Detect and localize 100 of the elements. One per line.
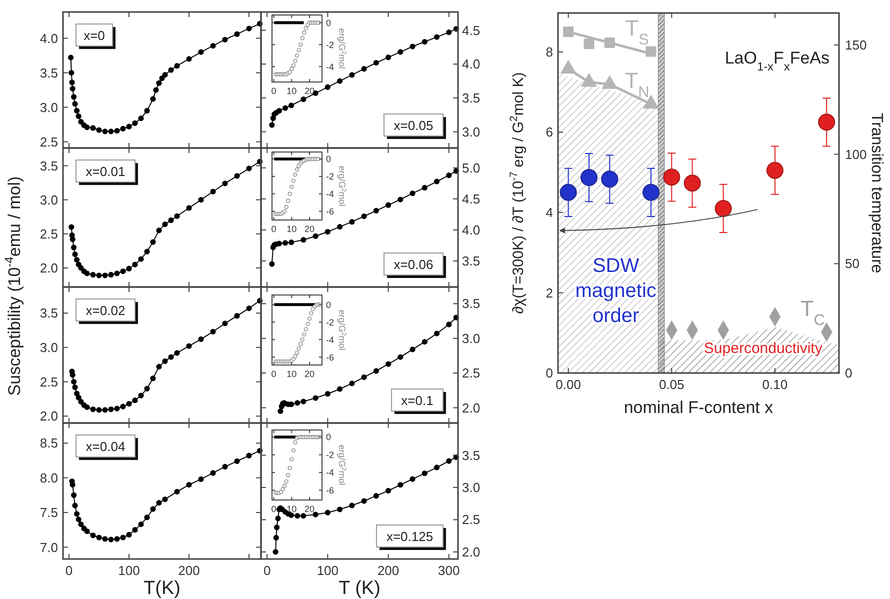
annotation: LaO$_{1-x}$F$_{x}$FeAs <box>724 48 830 74</box>
x-tick-label: 200 <box>178 563 200 578</box>
x-tick-label: 0 <box>65 563 73 578</box>
y-tick-label: 0 <box>326 300 332 310</box>
y-tick-label: -2 <box>326 317 334 328</box>
label-box: x=0.06 <box>384 252 446 278</box>
label-box: x=0.05 <box>384 114 446 139</box>
y-tick-label: 3.0 <box>462 124 480 140</box>
y-tick-label: 3.5 <box>40 158 58 174</box>
x-tick-label: 20 <box>304 504 315 514</box>
y-tick-label: -2 <box>326 172 334 182</box>
y-tick-label: 2.0 <box>462 544 480 560</box>
y-tick-label: 3.5 <box>40 65 58 80</box>
y-tick-label: 4.0 <box>40 30 58 46</box>
annotation: x=0.1 <box>401 393 434 408</box>
y-tick-label: 3.0 <box>462 330 480 346</box>
y-tick-label: 3.5 <box>462 296 480 312</box>
x-tick-label: 0 <box>271 86 276 96</box>
x-tick-label: 0 <box>271 369 276 379</box>
y-tick-label: 2.5 <box>40 374 58 390</box>
x-axis-title: nominal F-content x <box>624 398 774 417</box>
y-tick-label: 3.0 <box>40 100 58 115</box>
x-tick-label: 10 <box>286 369 297 379</box>
x-tick-label: 20 <box>304 369 315 379</box>
y-tick-label: 6 <box>546 124 553 140</box>
y-tick-label: -6 <box>326 485 334 496</box>
y-tick-label: -2 <box>326 450 334 460</box>
annotation: x=0 <box>84 28 105 43</box>
y2-tick-label: 150 <box>845 37 867 52</box>
x-tick-label: 200 <box>377 563 400 578</box>
y-tick-label: 0 <box>326 18 332 28</box>
label-box: x=0.01 <box>76 160 138 185</box>
y-tick-label: 8.5 <box>40 436 58 451</box>
y-tick-label: -4 <box>326 188 334 199</box>
x-axis-title: T(K) <box>144 578 180 599</box>
y-tick-label: -4 <box>326 62 334 72</box>
y-tick-label: 3.0 <box>40 340 58 355</box>
annotation: x=0.02 <box>86 303 126 318</box>
x-tick-label: 300 <box>438 563 460 578</box>
y2-tick-label: 50 <box>845 256 860 272</box>
y-tick-label: -6 <box>326 352 334 362</box>
y-tick-label: 3.5 <box>462 253 480 268</box>
y2-axis-title: Transition temperature <box>868 112 885 274</box>
y-tick-label: 0 <box>326 154 332 164</box>
label-box: x=0 <box>76 24 116 49</box>
y-tick-label: 4 <box>546 205 553 220</box>
y-tick-label: 3.0 <box>40 192 58 208</box>
y-tick-label: -4 <box>326 334 334 345</box>
y-tick-label: 8 <box>546 44 553 60</box>
y-tick-label: 2 <box>546 285 553 300</box>
x-tick-label: 20 <box>304 86 315 96</box>
x-tick-label: 0.00 <box>556 377 581 392</box>
x-axis-title: T (K) <box>338 578 380 599</box>
y-tick-label: 3.5 <box>40 306 58 321</box>
annotation: SDW magnetic order <box>575 255 656 328</box>
y-tick-label: 4.5 <box>462 191 480 206</box>
y-tick-label: 7.5 <box>40 505 58 520</box>
x-tick-label: 0.10 <box>762 377 788 392</box>
x-tick-label: 10 <box>286 504 297 514</box>
x-tick-label: 0 <box>263 563 271 578</box>
y2-tick-label: 100 <box>845 146 867 162</box>
y-tick-label: 8.0 <box>40 470 58 486</box>
y-tick-label: 2.5 <box>462 366 480 381</box>
y-tick-label: 2.0 <box>462 400 480 416</box>
y-tick-label: 0 <box>326 432 332 442</box>
label-box: x=0.1 <box>391 388 446 414</box>
y-tick-label: 3.5 <box>462 448 480 463</box>
x-tick-label: 0 <box>271 504 276 514</box>
series-label: T$_{S}$ <box>625 15 649 48</box>
x-tick-label: 100 <box>118 563 140 578</box>
y-tick-label: 2.5 <box>40 226 58 242</box>
y-tick-label: -6 <box>326 206 334 216</box>
series-label: T$_{C}$ <box>800 296 825 329</box>
y-tick-label: 3.0 <box>462 480 480 496</box>
x-tick-label: 0.05 <box>658 377 684 392</box>
y-tick-label: 4.0 <box>462 222 480 238</box>
y-tick-label: 4.5 <box>462 22 480 38</box>
series-label: T$_{N}$ <box>624 68 650 100</box>
annotation: x=0.125 <box>386 529 434 544</box>
y-tick-label: 4.0 <box>462 56 480 72</box>
label-box: x=0.04 <box>76 434 138 460</box>
y-tick-label: -2 <box>326 40 334 50</box>
y-tick-label: 7.0 <box>40 540 58 555</box>
y-tick-label: 2.0 <box>40 260 58 276</box>
label-box: x=0.02 <box>76 298 138 324</box>
label-box: x=0.125 <box>376 524 446 550</box>
x-tick-label: 10 <box>286 86 297 96</box>
annotation: x=0.05 <box>394 118 434 133</box>
annotation: x=0.06 <box>394 257 434 272</box>
y-tick-label: 2.0 <box>40 408 58 424</box>
x-tick-label: 20 <box>304 224 315 234</box>
y-tick-label: 5.0 <box>462 160 480 176</box>
x-tick-label: 10 <box>286 224 297 234</box>
annotation: x=0.01 <box>86 164 126 179</box>
y-tick-label: 2.5 <box>462 512 480 528</box>
y-tick-label: 2.5 <box>40 134 58 150</box>
x-tick-label: 0 <box>271 224 276 234</box>
y-tick-label: 3.5 <box>462 90 480 106</box>
y-tick-label: -4 <box>326 468 334 478</box>
annotation: x=0.04 <box>86 439 126 454</box>
